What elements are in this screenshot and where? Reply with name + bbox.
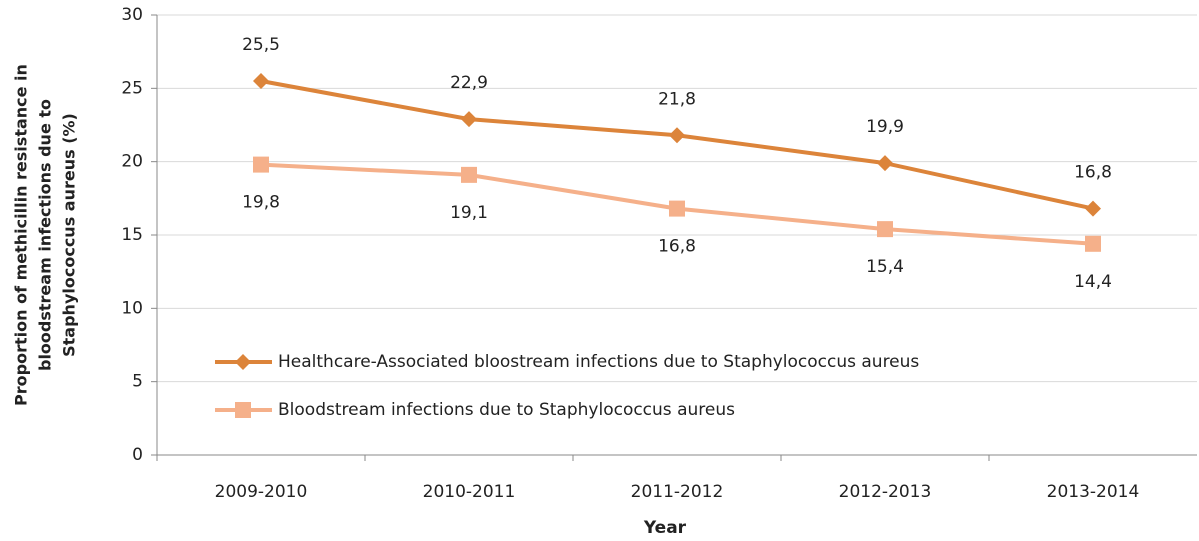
y-tick-label: 25 bbox=[121, 78, 143, 98]
data-label: 22,9 bbox=[450, 73, 488, 93]
x-axis-label: Year bbox=[643, 518, 687, 538]
y-tick-label: 10 bbox=[121, 298, 143, 318]
point-marker bbox=[253, 73, 269, 89]
data-label: 21,8 bbox=[658, 89, 696, 109]
point-marker bbox=[669, 200, 685, 217]
y-tick-label: 30 bbox=[121, 5, 143, 25]
y-tick-label: 20 bbox=[121, 152, 143, 172]
x-tick-label: 2010-2011 bbox=[423, 482, 516, 502]
y-axis-label: Staphylococcus aureus (%) bbox=[60, 113, 79, 357]
x-tick-label: 2009-2010 bbox=[215, 482, 308, 502]
data-label: 16,8 bbox=[658, 237, 696, 257]
point-marker bbox=[669, 127, 685, 144]
data-label: 19,1 bbox=[450, 203, 488, 223]
point-marker bbox=[461, 111, 477, 128]
data-label: 19,9 bbox=[866, 117, 904, 137]
point-marker bbox=[461, 166, 477, 183]
x-tick-label: 2012-2013 bbox=[839, 482, 932, 502]
data-label: 25,5 bbox=[242, 35, 280, 55]
y-tick-label: 5 bbox=[132, 372, 143, 392]
point-marker bbox=[1085, 200, 1101, 217]
legend-label: Healthcare-Associated bloostream infecti… bbox=[278, 352, 919, 372]
point-marker bbox=[253, 156, 269, 173]
legend-marker bbox=[235, 354, 251, 370]
y-axis-label: bloodstream infections due to bbox=[36, 99, 55, 371]
legend-marker bbox=[235, 402, 251, 418]
data-label: 14,4 bbox=[1074, 272, 1112, 292]
data-label: 15,4 bbox=[866, 257, 904, 277]
data-label: 16,8 bbox=[1074, 163, 1112, 183]
y-axis-label: Proportion of methicillin resistance in bbox=[12, 64, 31, 406]
y-tick-label: 0 bbox=[132, 445, 143, 465]
x-tick-label: 2013-2014 bbox=[1047, 482, 1140, 502]
data-label: 19,8 bbox=[242, 193, 280, 213]
legend-label: Bloodstream infections due to Staphyloco… bbox=[278, 400, 735, 420]
point-marker bbox=[1085, 235, 1101, 252]
point-marker bbox=[877, 221, 893, 238]
x-tick-label: 2011-2012 bbox=[631, 482, 724, 502]
y-tick-label: 15 bbox=[121, 225, 143, 245]
point-marker bbox=[877, 155, 893, 172]
